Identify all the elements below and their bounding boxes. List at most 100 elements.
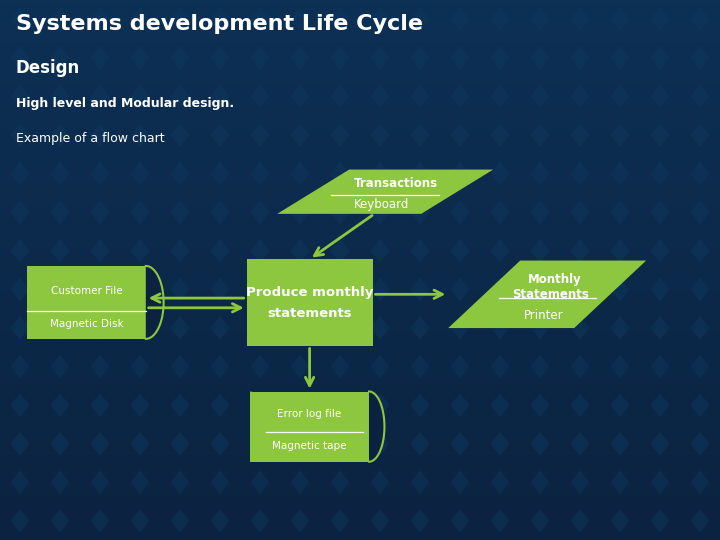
Polygon shape (50, 8, 70, 31)
Polygon shape (11, 393, 30, 417)
Polygon shape (251, 470, 269, 494)
Polygon shape (490, 509, 510, 532)
Text: Monthly: Monthly (528, 273, 581, 286)
Polygon shape (490, 278, 510, 301)
Polygon shape (650, 46, 670, 70)
Polygon shape (251, 355, 269, 379)
Polygon shape (650, 123, 670, 147)
Polygon shape (650, 8, 670, 31)
Polygon shape (451, 509, 469, 532)
Polygon shape (531, 123, 549, 147)
Polygon shape (531, 239, 549, 262)
Polygon shape (451, 431, 469, 455)
Polygon shape (11, 46, 30, 70)
Polygon shape (50, 200, 70, 224)
FancyBboxPatch shape (246, 259, 373, 346)
Polygon shape (531, 316, 549, 340)
Polygon shape (531, 509, 549, 532)
Polygon shape (50, 278, 70, 301)
Polygon shape (130, 200, 150, 224)
Polygon shape (330, 46, 349, 70)
Polygon shape (11, 355, 30, 379)
Polygon shape (251, 8, 269, 31)
Polygon shape (650, 200, 670, 224)
Text: Magnetic Disk: Magnetic Disk (50, 319, 123, 329)
Polygon shape (251, 161, 269, 185)
Polygon shape (290, 161, 310, 185)
Polygon shape (650, 278, 670, 301)
Polygon shape (531, 278, 549, 301)
Polygon shape (290, 509, 310, 532)
Polygon shape (91, 46, 109, 70)
Polygon shape (611, 278, 629, 301)
Polygon shape (490, 161, 510, 185)
Polygon shape (650, 239, 670, 262)
Polygon shape (490, 8, 510, 31)
Polygon shape (210, 355, 230, 379)
Polygon shape (611, 470, 629, 494)
Polygon shape (130, 393, 150, 417)
Polygon shape (410, 470, 430, 494)
Polygon shape (690, 8, 709, 31)
Polygon shape (210, 470, 230, 494)
Polygon shape (611, 8, 629, 31)
Polygon shape (451, 8, 469, 31)
Polygon shape (531, 46, 549, 70)
Polygon shape (611, 509, 629, 532)
Polygon shape (490, 200, 510, 224)
Polygon shape (371, 239, 390, 262)
Polygon shape (210, 239, 230, 262)
Polygon shape (490, 393, 510, 417)
Polygon shape (251, 431, 269, 455)
Polygon shape (171, 123, 189, 147)
Polygon shape (290, 8, 310, 31)
Polygon shape (451, 393, 469, 417)
Polygon shape (690, 200, 709, 224)
Polygon shape (130, 355, 150, 379)
Polygon shape (451, 85, 469, 109)
Polygon shape (91, 509, 109, 532)
Polygon shape (451, 278, 469, 301)
Polygon shape (611, 123, 629, 147)
Polygon shape (410, 316, 430, 340)
Polygon shape (130, 85, 150, 109)
Polygon shape (410, 46, 430, 70)
Polygon shape (50, 355, 70, 379)
Polygon shape (251, 85, 269, 109)
Polygon shape (171, 161, 189, 185)
Polygon shape (130, 431, 150, 455)
Polygon shape (451, 123, 469, 147)
Polygon shape (570, 431, 590, 455)
Polygon shape (570, 85, 590, 109)
Polygon shape (451, 239, 469, 262)
Polygon shape (611, 393, 629, 417)
Text: Statements: Statements (513, 288, 589, 301)
Polygon shape (410, 431, 430, 455)
Polygon shape (91, 8, 109, 31)
Polygon shape (91, 200, 109, 224)
Polygon shape (490, 123, 510, 147)
Polygon shape (410, 509, 430, 532)
Polygon shape (570, 123, 590, 147)
Polygon shape (371, 278, 390, 301)
Text: Transactions: Transactions (354, 177, 438, 190)
Polygon shape (650, 393, 670, 417)
Polygon shape (611, 316, 629, 340)
Polygon shape (210, 161, 230, 185)
Polygon shape (570, 470, 590, 494)
Polygon shape (690, 316, 709, 340)
Text: Error log file: Error log file (277, 409, 342, 419)
Polygon shape (171, 393, 189, 417)
Polygon shape (251, 393, 269, 417)
Polygon shape (50, 393, 70, 417)
Polygon shape (410, 161, 430, 185)
Polygon shape (570, 509, 590, 532)
Polygon shape (690, 470, 709, 494)
Polygon shape (531, 200, 549, 224)
Polygon shape (330, 355, 349, 379)
Polygon shape (290, 393, 310, 417)
Polygon shape (91, 316, 109, 340)
Polygon shape (251, 200, 269, 224)
Polygon shape (570, 161, 590, 185)
Polygon shape (371, 46, 390, 70)
